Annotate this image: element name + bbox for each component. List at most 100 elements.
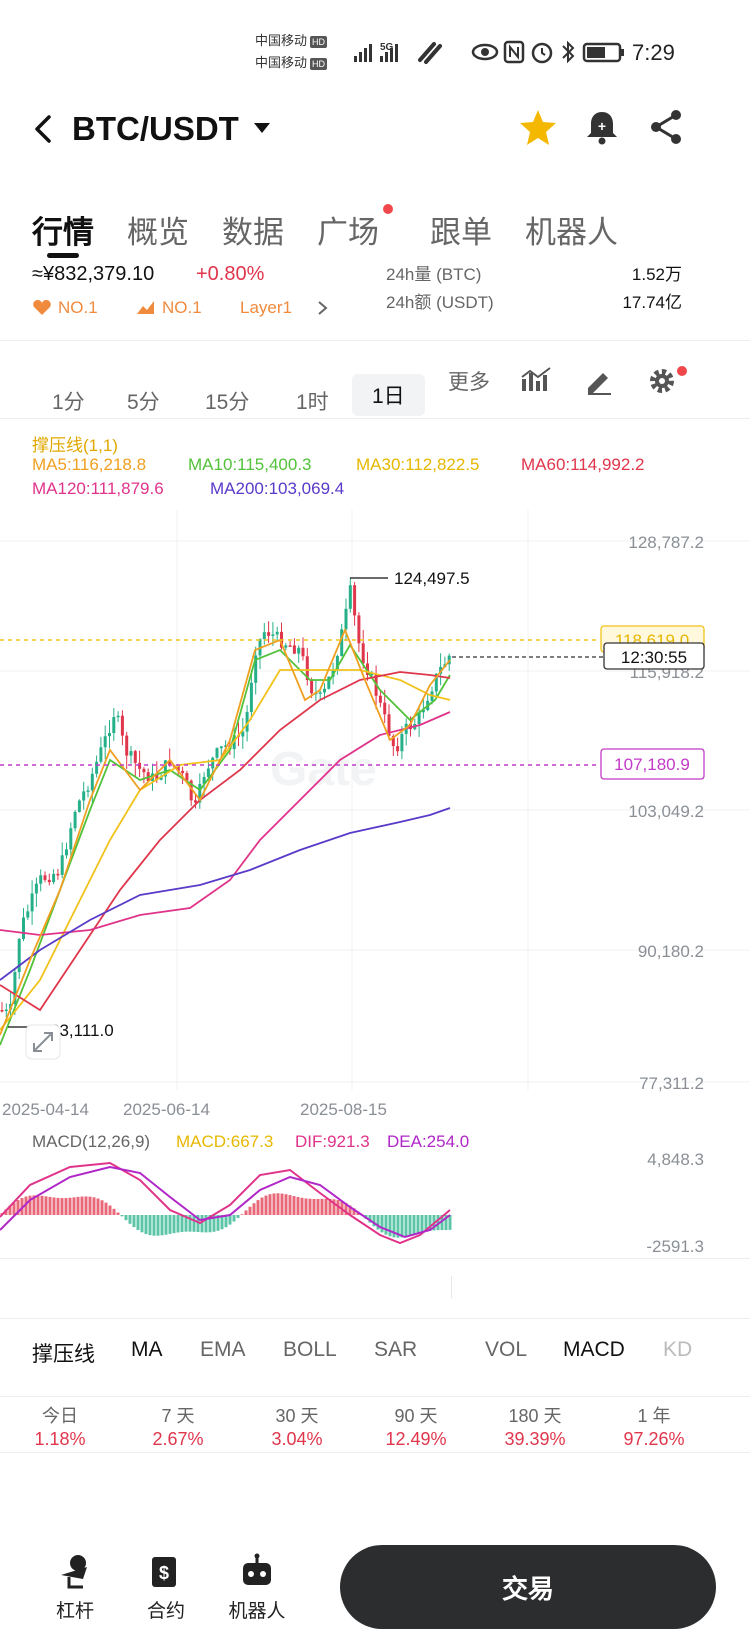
candle-body (335, 656, 339, 670)
tab-copy-trading[interactable]: 跟单 (430, 215, 492, 250)
tab-square[interactable]: 广场 (317, 215, 379, 250)
signal-icon: 5G (354, 42, 442, 64)
nav-leverage-label[interactable]: 杠杆 (55, 1601, 94, 1622)
macd-bar (376, 1215, 380, 1230)
macd-chart[interactable] (0, 1155, 460, 1255)
favorite-star-icon[interactable] (518, 108, 558, 146)
perf-value: 3.04% (271, 1429, 323, 1449)
draw-pencil-icon[interactable] (584, 366, 614, 396)
candle-body (17, 939, 21, 973)
interval-15m[interactable]: 15分 (205, 391, 250, 414)
macd-bar (68, 1197, 72, 1215)
macd-bar (388, 1215, 392, 1237)
interval-1m[interactable]: 1分 (52, 391, 85, 414)
contract-icon[interactable]: $ (148, 1553, 184, 1589)
clock: 7:29 (632, 40, 675, 65)
macd-bar (252, 1203, 256, 1215)
perf-period: 180 天 (508, 1406, 562, 1426)
macd-bar (156, 1215, 160, 1236)
candle-body (284, 645, 288, 648)
macd-bar (180, 1215, 184, 1232)
ma60-label: MA60:114,992.2 (521, 455, 645, 474)
candle-body (327, 676, 331, 689)
leverage-icon[interactable] (57, 1553, 93, 1589)
caret-down-icon[interactable] (252, 120, 272, 136)
indicator-ema[interactable]: EMA (200, 1338, 246, 1361)
chevron-right-icon[interactable] (316, 299, 330, 317)
macd-bar (300, 1197, 304, 1215)
rank-badge-1[interactable]: NO.1 (58, 298, 98, 317)
macd-label: MACD(12,26,9) (32, 1132, 151, 1151)
macd-bar (316, 1198, 320, 1215)
macd-bar (256, 1200, 260, 1215)
indicator-vol[interactable]: VOL (485, 1338, 528, 1361)
candle-body (56, 873, 60, 876)
interval-more[interactable]: 更多 (448, 371, 490, 394)
settings-gear-icon[interactable] (647, 364, 689, 396)
macd-bar (64, 1197, 68, 1215)
y-axis-label: 103,049.2 (628, 802, 704, 821)
macd-bar (292, 1196, 296, 1215)
tab-overview[interactable]: 概览 (127, 215, 189, 250)
nav-contract-label[interactable]: 合约 (146, 1601, 185, 1622)
macd-bar (332, 1199, 336, 1215)
macd-bar (396, 1215, 400, 1238)
indicator-boll[interactable]: BOLL (283, 1338, 337, 1361)
macd-bar (280, 1193, 284, 1215)
pair-title[interactable]: BTC/USDT (72, 110, 239, 147)
indicator-macd[interactable]: MACD (563, 1338, 625, 1361)
nav-bot-label[interactable]: 机器人 (228, 1601, 286, 1622)
candle-body (396, 746, 400, 752)
rank-badge-2[interactable]: NO.1 (162, 298, 202, 317)
vol-label: 24h量 (BTC) (386, 265, 482, 284)
candle-body (267, 632, 271, 636)
chart-type-icon[interactable] (520, 365, 554, 395)
indicator-ma[interactable]: MA (131, 1338, 163, 1361)
candle-body (202, 776, 206, 784)
trade-button[interactable]: 交易 (340, 1545, 716, 1629)
macd-bottom-label: -2591.3 (646, 1237, 704, 1256)
svg-text:+: + (598, 118, 606, 134)
amount-label: 24h额 (USDT) (386, 293, 494, 312)
macd-bar (172, 1215, 176, 1234)
macd-bar (140, 1215, 144, 1233)
heart-icon (33, 300, 51, 315)
tab-data[interactable]: 数据 (222, 215, 284, 250)
candle-body (99, 747, 103, 762)
indicator-sar[interactable]: SAR (374, 1338, 418, 1361)
interval-1h[interactable]: 1时 (296, 391, 329, 414)
macd-bar (104, 1202, 108, 1215)
ma30-line (0, 669, 451, 1031)
macd-bar (96, 1198, 100, 1215)
ma5-line (0, 627, 451, 1036)
candle-body (77, 800, 81, 812)
indicator-kd[interactable]: KD (663, 1338, 693, 1361)
macd-bar (404, 1215, 408, 1237)
category-badge[interactable]: Layer1 (240, 298, 292, 317)
dif-value: DIF:921.3 (295, 1132, 370, 1151)
back-icon[interactable] (30, 112, 56, 146)
macd-bar (384, 1215, 388, 1235)
dea-value: DEA:254.0 (387, 1132, 470, 1151)
interval-5m[interactable]: 5分 (127, 391, 160, 414)
support-resistance-label: 撑压线(1,1) (32, 436, 118, 455)
candle-body (340, 629, 344, 657)
macd-bar (428, 1215, 432, 1231)
share-icon[interactable] (648, 108, 684, 146)
fullscreen-expand-icon[interactable] (25, 1024, 61, 1060)
alert-bell-icon[interactable]: + (584, 108, 620, 146)
macd-bar (4, 1209, 8, 1215)
tab-bots[interactable]: 机器人 (525, 215, 618, 250)
candle-body (95, 761, 99, 774)
indicator-sr[interactable]: 撑压线 (32, 1343, 95, 1366)
divider (0, 1258, 750, 1259)
robot-icon[interactable] (239, 1553, 275, 1589)
candle-body (138, 762, 142, 769)
candle-body (30, 893, 34, 912)
tab-market[interactable]: 行情 (32, 215, 94, 250)
candle-body (65, 849, 68, 856)
macd-bar (132, 1215, 136, 1228)
candlestick-chart[interactable]: Gate 124,497.5 83,111.0 128,787.2 115,91… (0, 510, 750, 1130)
interval-1d[interactable]: 1日 (352, 374, 425, 416)
cny-price: ≈¥832,379.10 (32, 263, 155, 285)
